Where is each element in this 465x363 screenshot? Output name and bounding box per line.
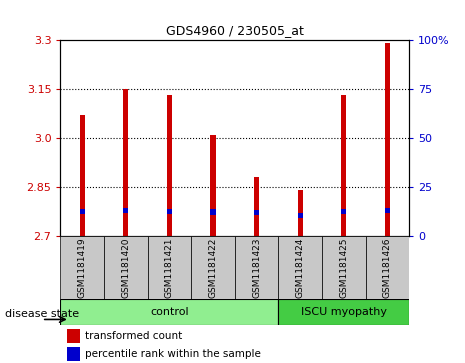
Bar <box>279 236 322 299</box>
Text: GSM1181423: GSM1181423 <box>252 238 261 298</box>
Bar <box>210 209 216 215</box>
Text: transformed count: transformed count <box>85 331 182 341</box>
Bar <box>298 213 303 218</box>
Bar <box>298 190 303 236</box>
Bar <box>60 299 279 325</box>
Bar <box>167 95 172 236</box>
Text: ISCU myopathy: ISCU myopathy <box>301 307 387 317</box>
Title: GDS4960 / 230505_at: GDS4960 / 230505_at <box>166 24 304 37</box>
Text: GSM1181421: GSM1181421 <box>165 238 174 298</box>
Bar <box>104 236 147 299</box>
Bar <box>254 177 259 236</box>
Text: percentile rank within the sample: percentile rank within the sample <box>85 349 261 359</box>
Bar <box>210 135 216 236</box>
Bar <box>80 115 85 236</box>
Bar <box>167 209 172 214</box>
Bar <box>67 347 80 361</box>
Bar <box>60 236 104 299</box>
Text: disease state: disease state <box>5 309 79 319</box>
Bar <box>254 210 259 215</box>
Bar <box>322 236 365 299</box>
Bar <box>123 208 128 213</box>
Text: GSM1181422: GSM1181422 <box>208 238 218 298</box>
Bar <box>123 89 128 236</box>
Text: GSM1181419: GSM1181419 <box>78 238 87 298</box>
Text: control: control <box>150 307 189 317</box>
Bar <box>341 95 346 236</box>
Bar <box>80 209 85 214</box>
Bar <box>341 209 346 214</box>
Text: GSM1181426: GSM1181426 <box>383 238 392 298</box>
Bar <box>67 329 80 343</box>
Bar <box>385 208 390 213</box>
Bar <box>191 236 235 299</box>
Bar <box>365 236 409 299</box>
Bar <box>385 43 390 236</box>
Text: GSM1181425: GSM1181425 <box>339 238 348 298</box>
Bar <box>235 236 279 299</box>
Text: GSM1181420: GSM1181420 <box>121 238 130 298</box>
Bar <box>279 299 409 325</box>
Text: GSM1181424: GSM1181424 <box>296 238 305 298</box>
Bar <box>148 236 191 299</box>
